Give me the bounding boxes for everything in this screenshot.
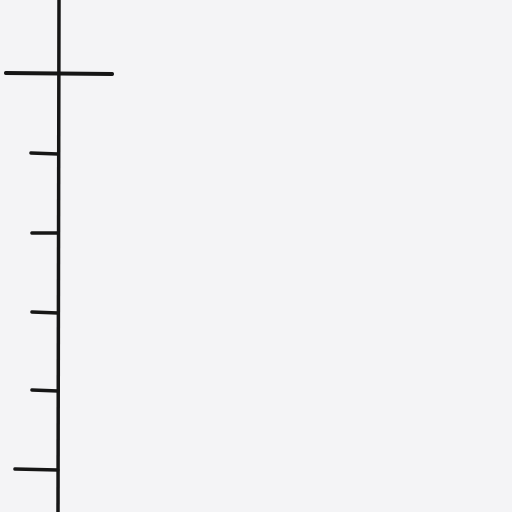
ruler-tick (13, 467, 60, 472)
crosshair-mark[interactable] (4, 71, 114, 76)
ruler-tick (29, 151, 60, 156)
ruler-axis-line (56, 0, 61, 512)
ruler-tick (30, 388, 60, 393)
ruler-tick (30, 310, 60, 315)
